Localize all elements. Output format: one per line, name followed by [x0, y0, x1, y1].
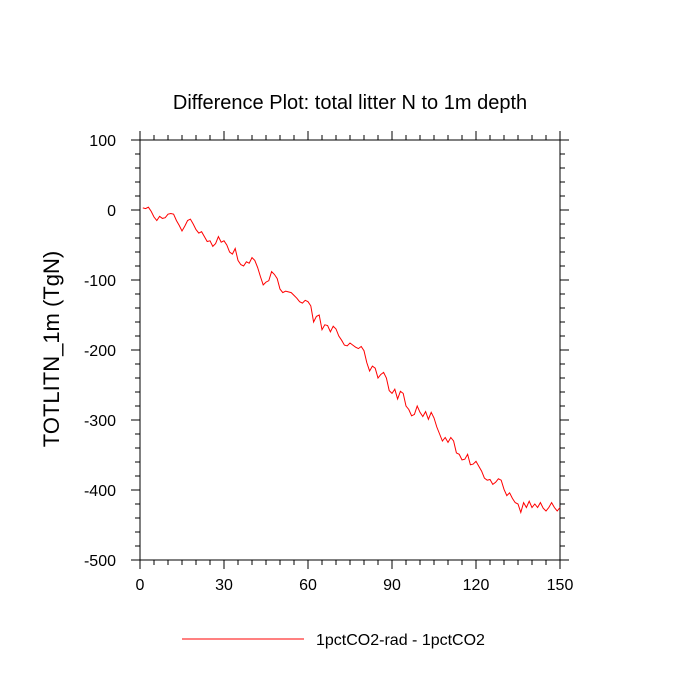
y-tick-label: -100: [84, 273, 116, 290]
plot-frame: [139, 139, 561, 561]
y-tick-label: -400: [84, 483, 116, 500]
legend: 1pctCO2-rad - 1pctCO2: [182, 632, 485, 649]
y-axis-label: TOTLITN_1m (TgN): [39, 251, 64, 447]
y-tick-label: -500: [84, 553, 116, 570]
axes: 0 30 60 90 120 150 100 0 -100 -200 -300 -400 -500: [84, 131, 573, 594]
x-tick-label: 60: [299, 577, 317, 594]
x-tick-label: 150: [547, 577, 574, 594]
legend-label: 1pctCO2-rad - 1pctCO2: [316, 632, 485, 649]
series-line: [142, 206, 561, 515]
x-tick-label: 120: [463, 577, 490, 594]
y-tick-label: 100: [89, 133, 116, 150]
y-tick-label: -200: [84, 343, 116, 360]
x-tick-label: 30: [215, 577, 233, 594]
x-tick-label: 90: [383, 577, 401, 594]
x-tick-label: 0: [136, 577, 145, 594]
chart-title: Difference Plot: total litter N to 1m de…: [173, 92, 527, 114]
series-layer: [142, 206, 561, 515]
y-tick-label: 0: [107, 203, 116, 220]
y-tick-label: -300: [84, 413, 116, 430]
